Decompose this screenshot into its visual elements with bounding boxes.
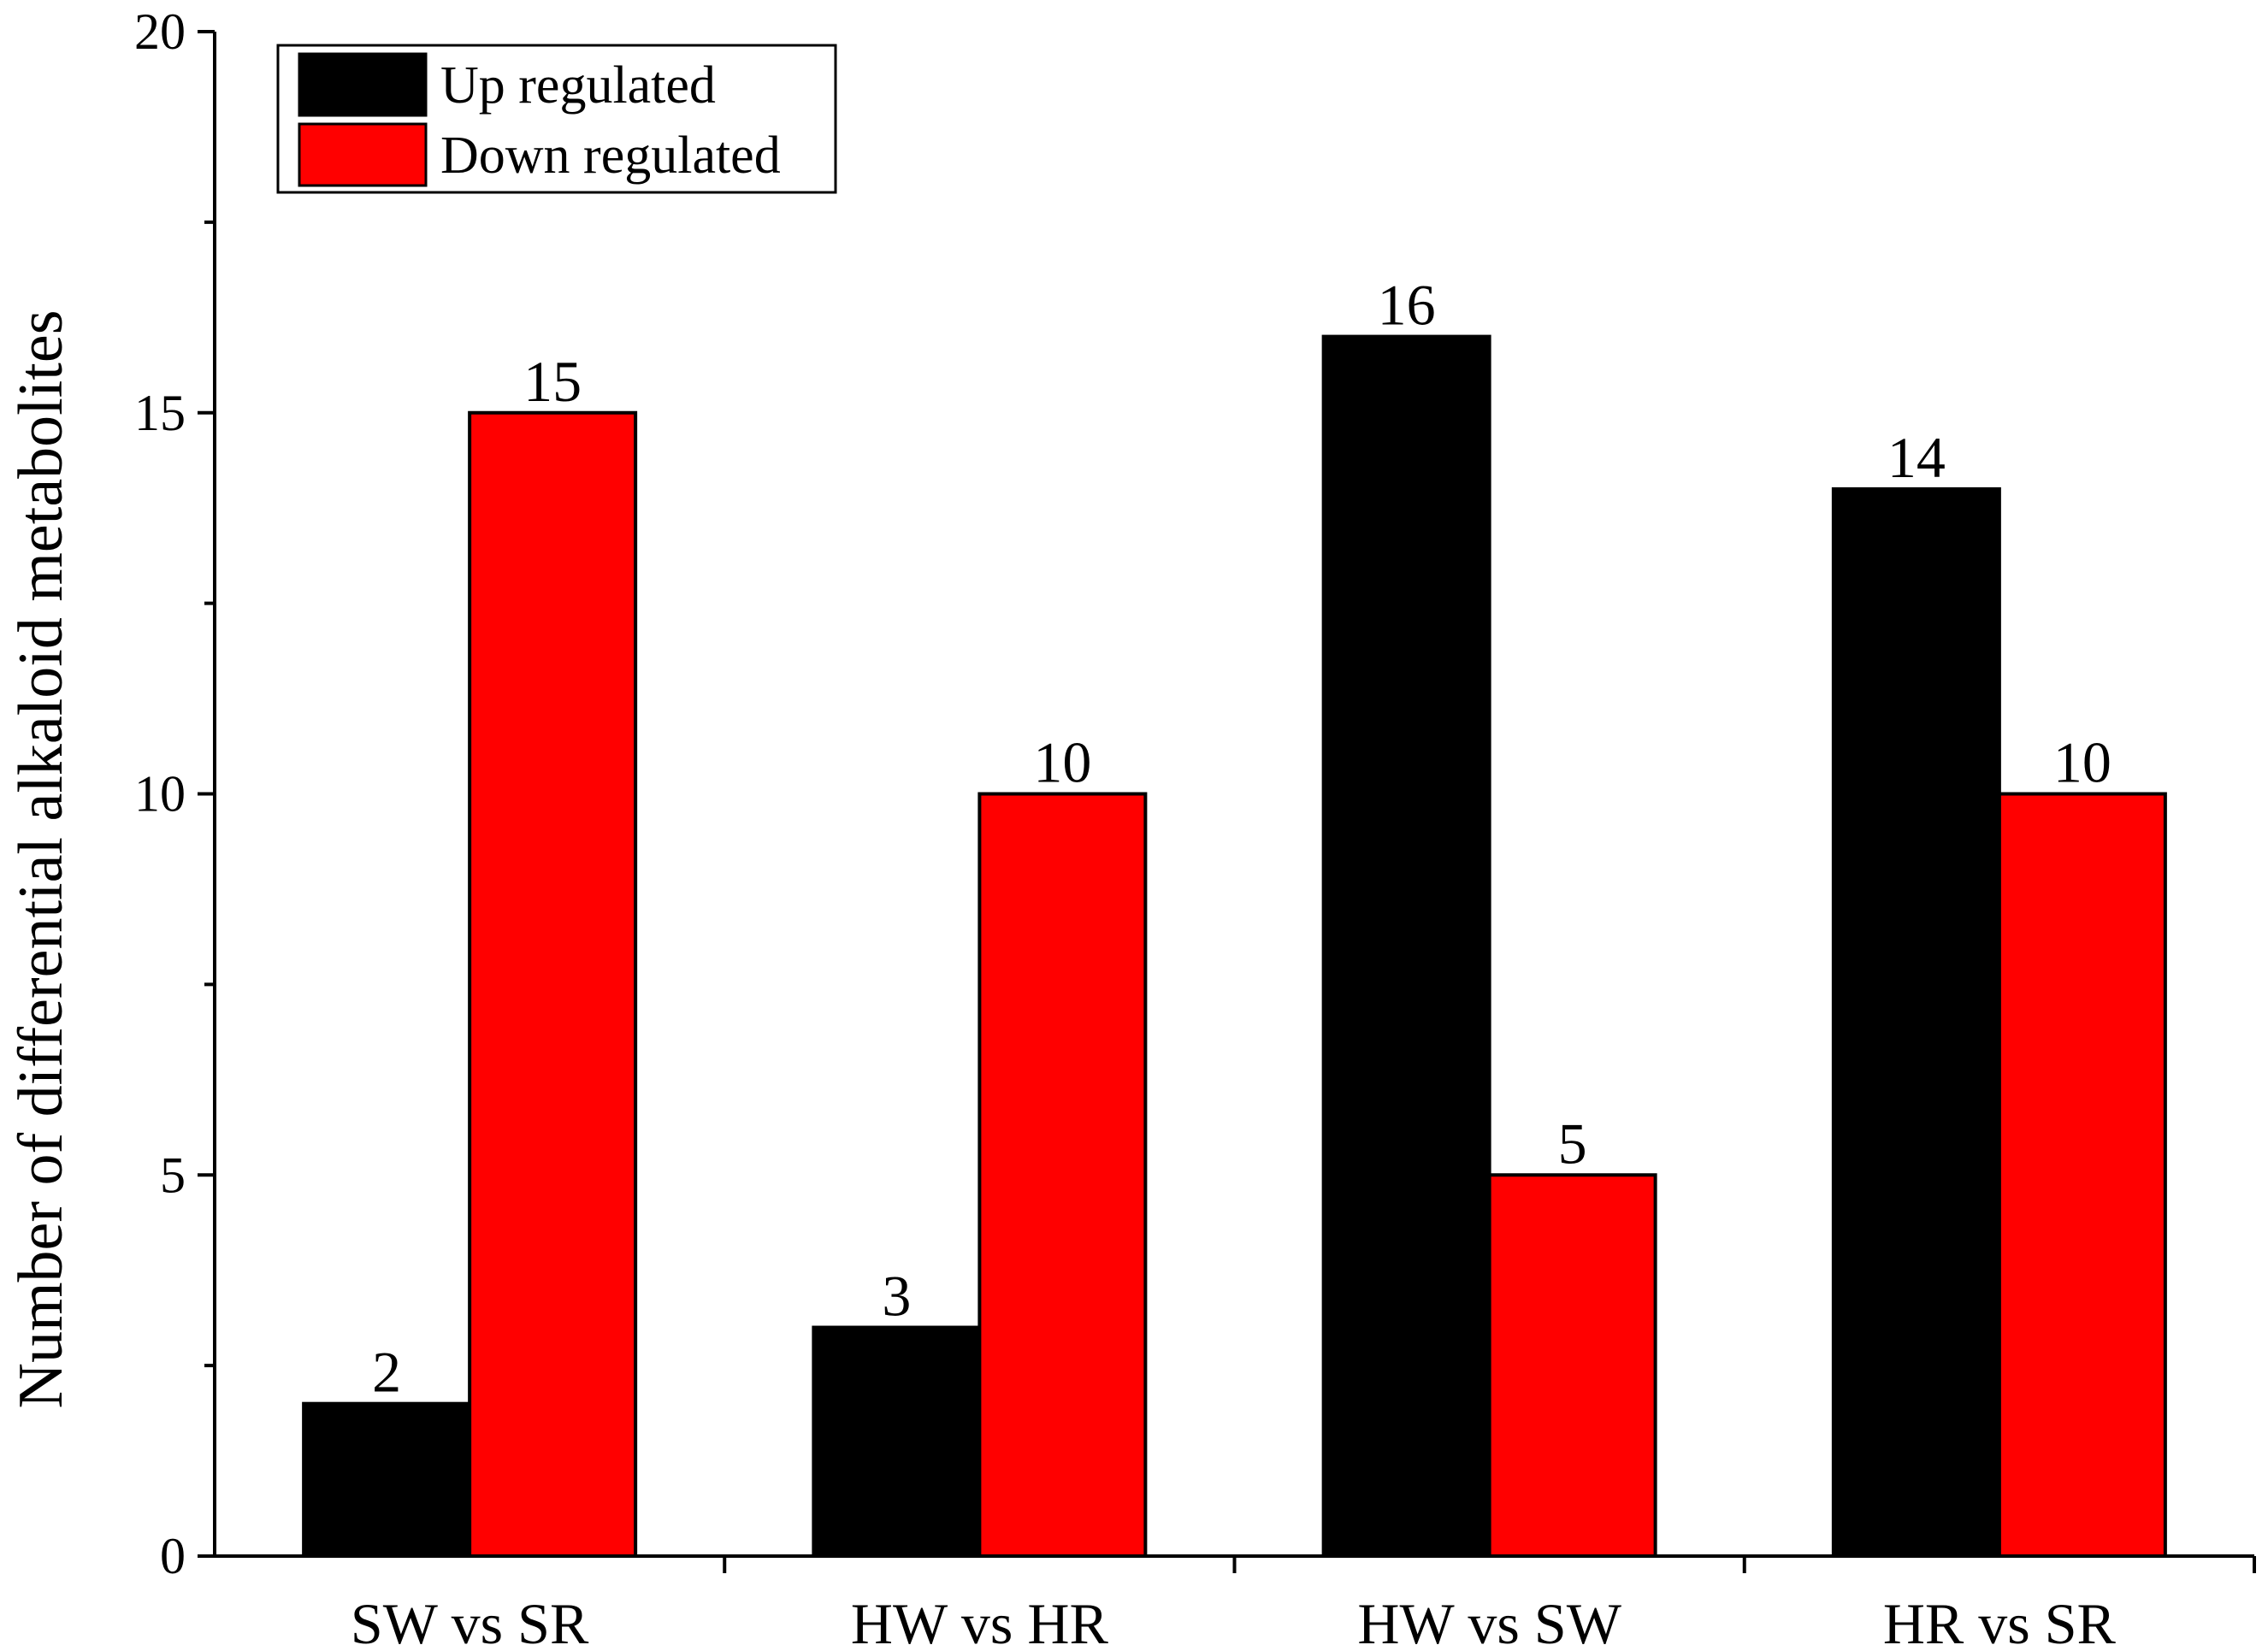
x-tick-label: HR vs SR — [1883, 1591, 2117, 1645]
bar-up-3 — [1831, 486, 2001, 1558]
data-label-down-0: 15 — [523, 349, 582, 414]
y-tick-label: 10 — [134, 766, 186, 822]
data-label-up-1: 3 — [882, 1264, 911, 1329]
x-tick-label: HW vs HR — [851, 1591, 1109, 1645]
data-label-down-3: 10 — [2053, 730, 2111, 795]
bar-down-3 — [1997, 792, 2167, 1558]
y-tick-label: 0 — [160, 1528, 186, 1584]
y-tick-label: 20 — [134, 3, 186, 60]
legend: Up regulated Down regulated — [276, 44, 837, 194]
bar-down-2 — [1487, 1173, 1657, 1558]
data-label-up-3: 14 — [1887, 425, 1946, 490]
data-label-up-2: 16 — [1378, 273, 1436, 338]
data-labels-layer: 2 15 3 10 16 5 14 10 — [372, 273, 2111, 1405]
legend-label-up: Up regulated — [440, 56, 716, 115]
bar-up-2 — [1321, 334, 1491, 1559]
y-axis-title: Number of differential alkaloid metaboli… — [6, 310, 76, 1409]
bar-down-1 — [977, 792, 1148, 1558]
bar-down-0 — [468, 410, 638, 1558]
legend-swatch-down — [298, 122, 428, 187]
x-tick-label: HW vs SW — [1357, 1591, 1621, 1645]
legend-swatch-up — [298, 52, 428, 117]
axes-layer: 0 5 10 15 20 SW vs SR HW vs HR HW vs SW HR vs SR — [134, 3, 2256, 1645]
bar-up-1 — [812, 1325, 982, 1559]
data-label-down-2: 5 — [1558, 1111, 1587, 1176]
y-tick-label: 15 — [134, 385, 186, 441]
bar-up-0 — [302, 1401, 472, 1558]
y-tick-label: 5 — [160, 1147, 186, 1203]
data-label-down-1: 10 — [1033, 730, 1091, 795]
data-label-up-0: 2 — [372, 1340, 401, 1405]
x-tick-label: SW vs SR — [351, 1591, 589, 1645]
bars-layer — [302, 334, 2167, 1559]
legend-label-down: Down regulated — [440, 127, 781, 185]
